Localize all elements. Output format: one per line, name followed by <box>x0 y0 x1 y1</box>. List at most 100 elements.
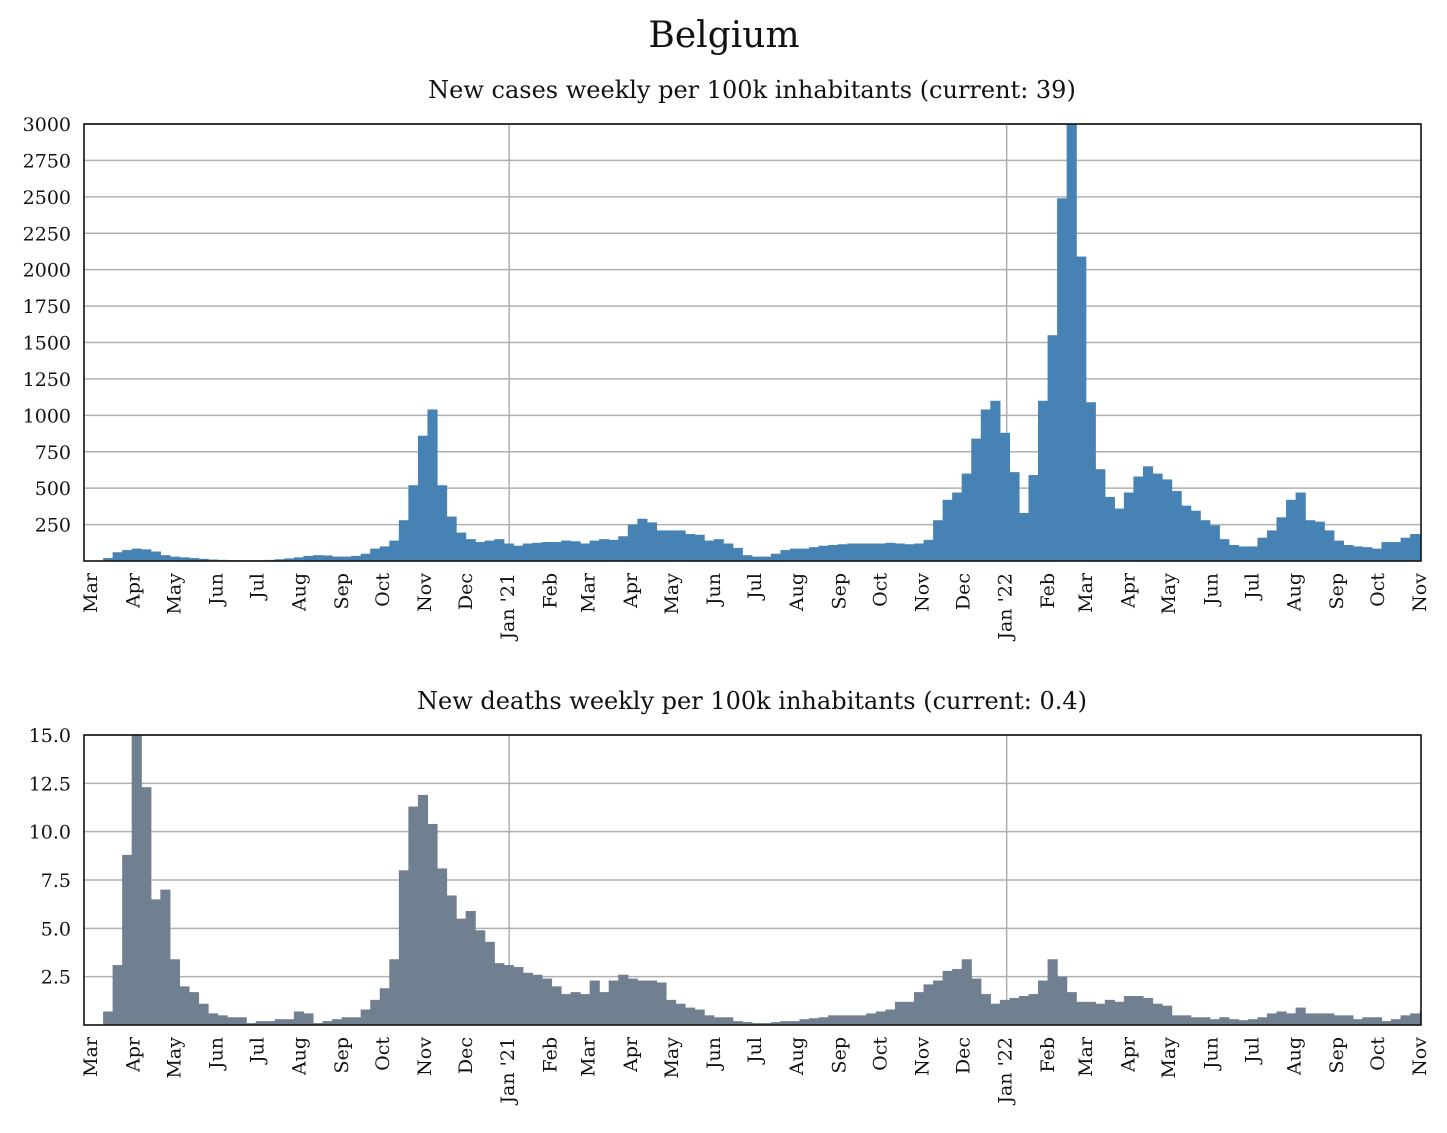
deaths-bar <box>675 1003 686 1025</box>
cases-bar <box>952 492 963 561</box>
deaths-bar <box>532 974 543 1025</box>
cases-y-tick-label: 500 <box>35 478 71 500</box>
deaths-bar <box>933 980 944 1025</box>
cases-bar <box>742 555 753 561</box>
cases-y-tick-label: 1000 <box>23 405 71 427</box>
deaths-bar <box>436 868 448 1025</box>
deaths-bar <box>484 941 495 1025</box>
cases-y-tick-label: 2750 <box>23 150 71 172</box>
deaths-bar <box>475 930 486 1025</box>
deaths-x-tick-label: Aug <box>786 1037 808 1076</box>
deaths-bar <box>1343 1015 1354 1025</box>
deaths-bar <box>427 823 438 1025</box>
deaths-bar <box>1333 1015 1344 1025</box>
deaths-bar <box>1057 976 1068 1025</box>
deaths-bar <box>885 1009 896 1025</box>
deaths-bars <box>103 735 1421 1025</box>
cases-bar <box>1352 546 1363 561</box>
cases-x-tick-label: Apr <box>1117 572 1139 609</box>
cases-x-tick-label: Nov <box>912 573 934 612</box>
cases-bar <box>627 524 638 561</box>
cases-bar <box>303 555 314 561</box>
cases-y-tick-label: 2000 <box>23 260 71 282</box>
cases-bar <box>1104 496 1115 561</box>
cases-bar <box>866 543 877 561</box>
deaths-bar <box>408 806 419 1025</box>
deaths-bar <box>694 1009 705 1025</box>
cases-bar <box>856 543 867 561</box>
cases-bar <box>780 550 791 561</box>
deaths-y-tick-label: 10.0 <box>29 822 71 844</box>
deaths-bar <box>322 1021 333 1025</box>
deaths-x-tick-label: May <box>163 1037 185 1079</box>
cases-bar <box>580 543 591 561</box>
cases-bar <box>561 540 572 561</box>
deaths-bar <box>1305 1013 1316 1025</box>
deaths-bar <box>198 1003 209 1025</box>
deaths-x-tick-label: Aug <box>289 1037 311 1076</box>
deaths-bar <box>1266 1013 1278 1025</box>
cases-bar <box>1343 544 1354 561</box>
cases-bar <box>1371 548 1383 561</box>
cases-bar <box>1009 472 1020 561</box>
cases-bar <box>599 539 610 561</box>
cases-bar <box>904 544 915 561</box>
deaths-bar <box>1181 1015 1192 1025</box>
cases-x-tick-label: May <box>661 573 683 615</box>
deaths-bar <box>980 994 991 1025</box>
deaths-x-tick-label: Feb <box>539 1037 561 1073</box>
cases-bar <box>1286 499 1297 561</box>
deaths-bar <box>608 980 619 1025</box>
cases-bar <box>408 485 419 561</box>
cases-bar <box>379 546 390 561</box>
cases-x-tick-label: Aug <box>1284 573 1306 612</box>
deaths-bar <box>599 992 610 1025</box>
deaths-chart-title: New deaths weekly per 100k inhabitants (… <box>417 687 1087 715</box>
cases-bar <box>1429 541 1439 561</box>
cases-bar <box>914 543 925 561</box>
cases-x-tick-label: Oct <box>372 573 394 607</box>
cases-bar <box>465 539 476 561</box>
deaths-bar <box>494 963 505 1025</box>
cases-bar <box>713 539 724 561</box>
cases-y-tick-label: 250 <box>35 515 71 537</box>
deaths-y-tick-label: 12.5 <box>29 773 71 795</box>
deaths-bar <box>179 986 190 1025</box>
deaths-bar <box>1066 992 1077 1025</box>
deaths-x-tick-label: Jun <box>703 1037 725 1071</box>
deaths-bar <box>446 895 457 1025</box>
deaths-bar <box>971 978 982 1025</box>
cases-x-tick-label: May <box>163 573 185 615</box>
cases-bar <box>103 558 114 561</box>
deaths-bar <box>1009 997 1020 1025</box>
cases-x-tick-label: Sep <box>828 573 850 609</box>
cases-bar <box>665 530 677 561</box>
deaths-bar <box>312 1023 324 1025</box>
cases-y-tick-label: 1250 <box>23 369 71 391</box>
cases-bar <box>332 556 343 561</box>
cases-bar <box>1391 542 1402 561</box>
cases-bar <box>1028 475 1039 561</box>
cases-bar <box>341 556 352 561</box>
deaths-bar <box>131 735 142 1025</box>
deaths-x-tick-label: Mar <box>80 1036 102 1077</box>
cases-x-tick-label: Jul <box>246 573 268 601</box>
deaths-bar <box>1286 1013 1297 1025</box>
cases-bar <box>704 540 715 561</box>
deaths-bar <box>341 1017 352 1025</box>
deaths-bar <box>923 984 934 1025</box>
cases-x-tick-label: Aug <box>289 573 311 612</box>
deaths-bar <box>770 1022 782 1025</box>
deaths-bar <box>1257 1017 1268 1025</box>
deaths-bar <box>103 1011 114 1025</box>
cases-plot-frame <box>83 123 1422 562</box>
deaths-x-tick-label: Feb <box>1037 1037 1059 1073</box>
cases-bar <box>456 532 467 561</box>
cases-bar <box>1305 520 1316 561</box>
cases-x-tick-label: Oct <box>1367 573 1389 607</box>
deaths-y-tick-label: 5.0 <box>41 918 71 940</box>
cases-x-tick-label: Dec <box>455 573 477 610</box>
deaths-bar <box>541 978 553 1025</box>
cases-chart: New cases weekly per 100k inhabitants (c… <box>23 76 1439 642</box>
